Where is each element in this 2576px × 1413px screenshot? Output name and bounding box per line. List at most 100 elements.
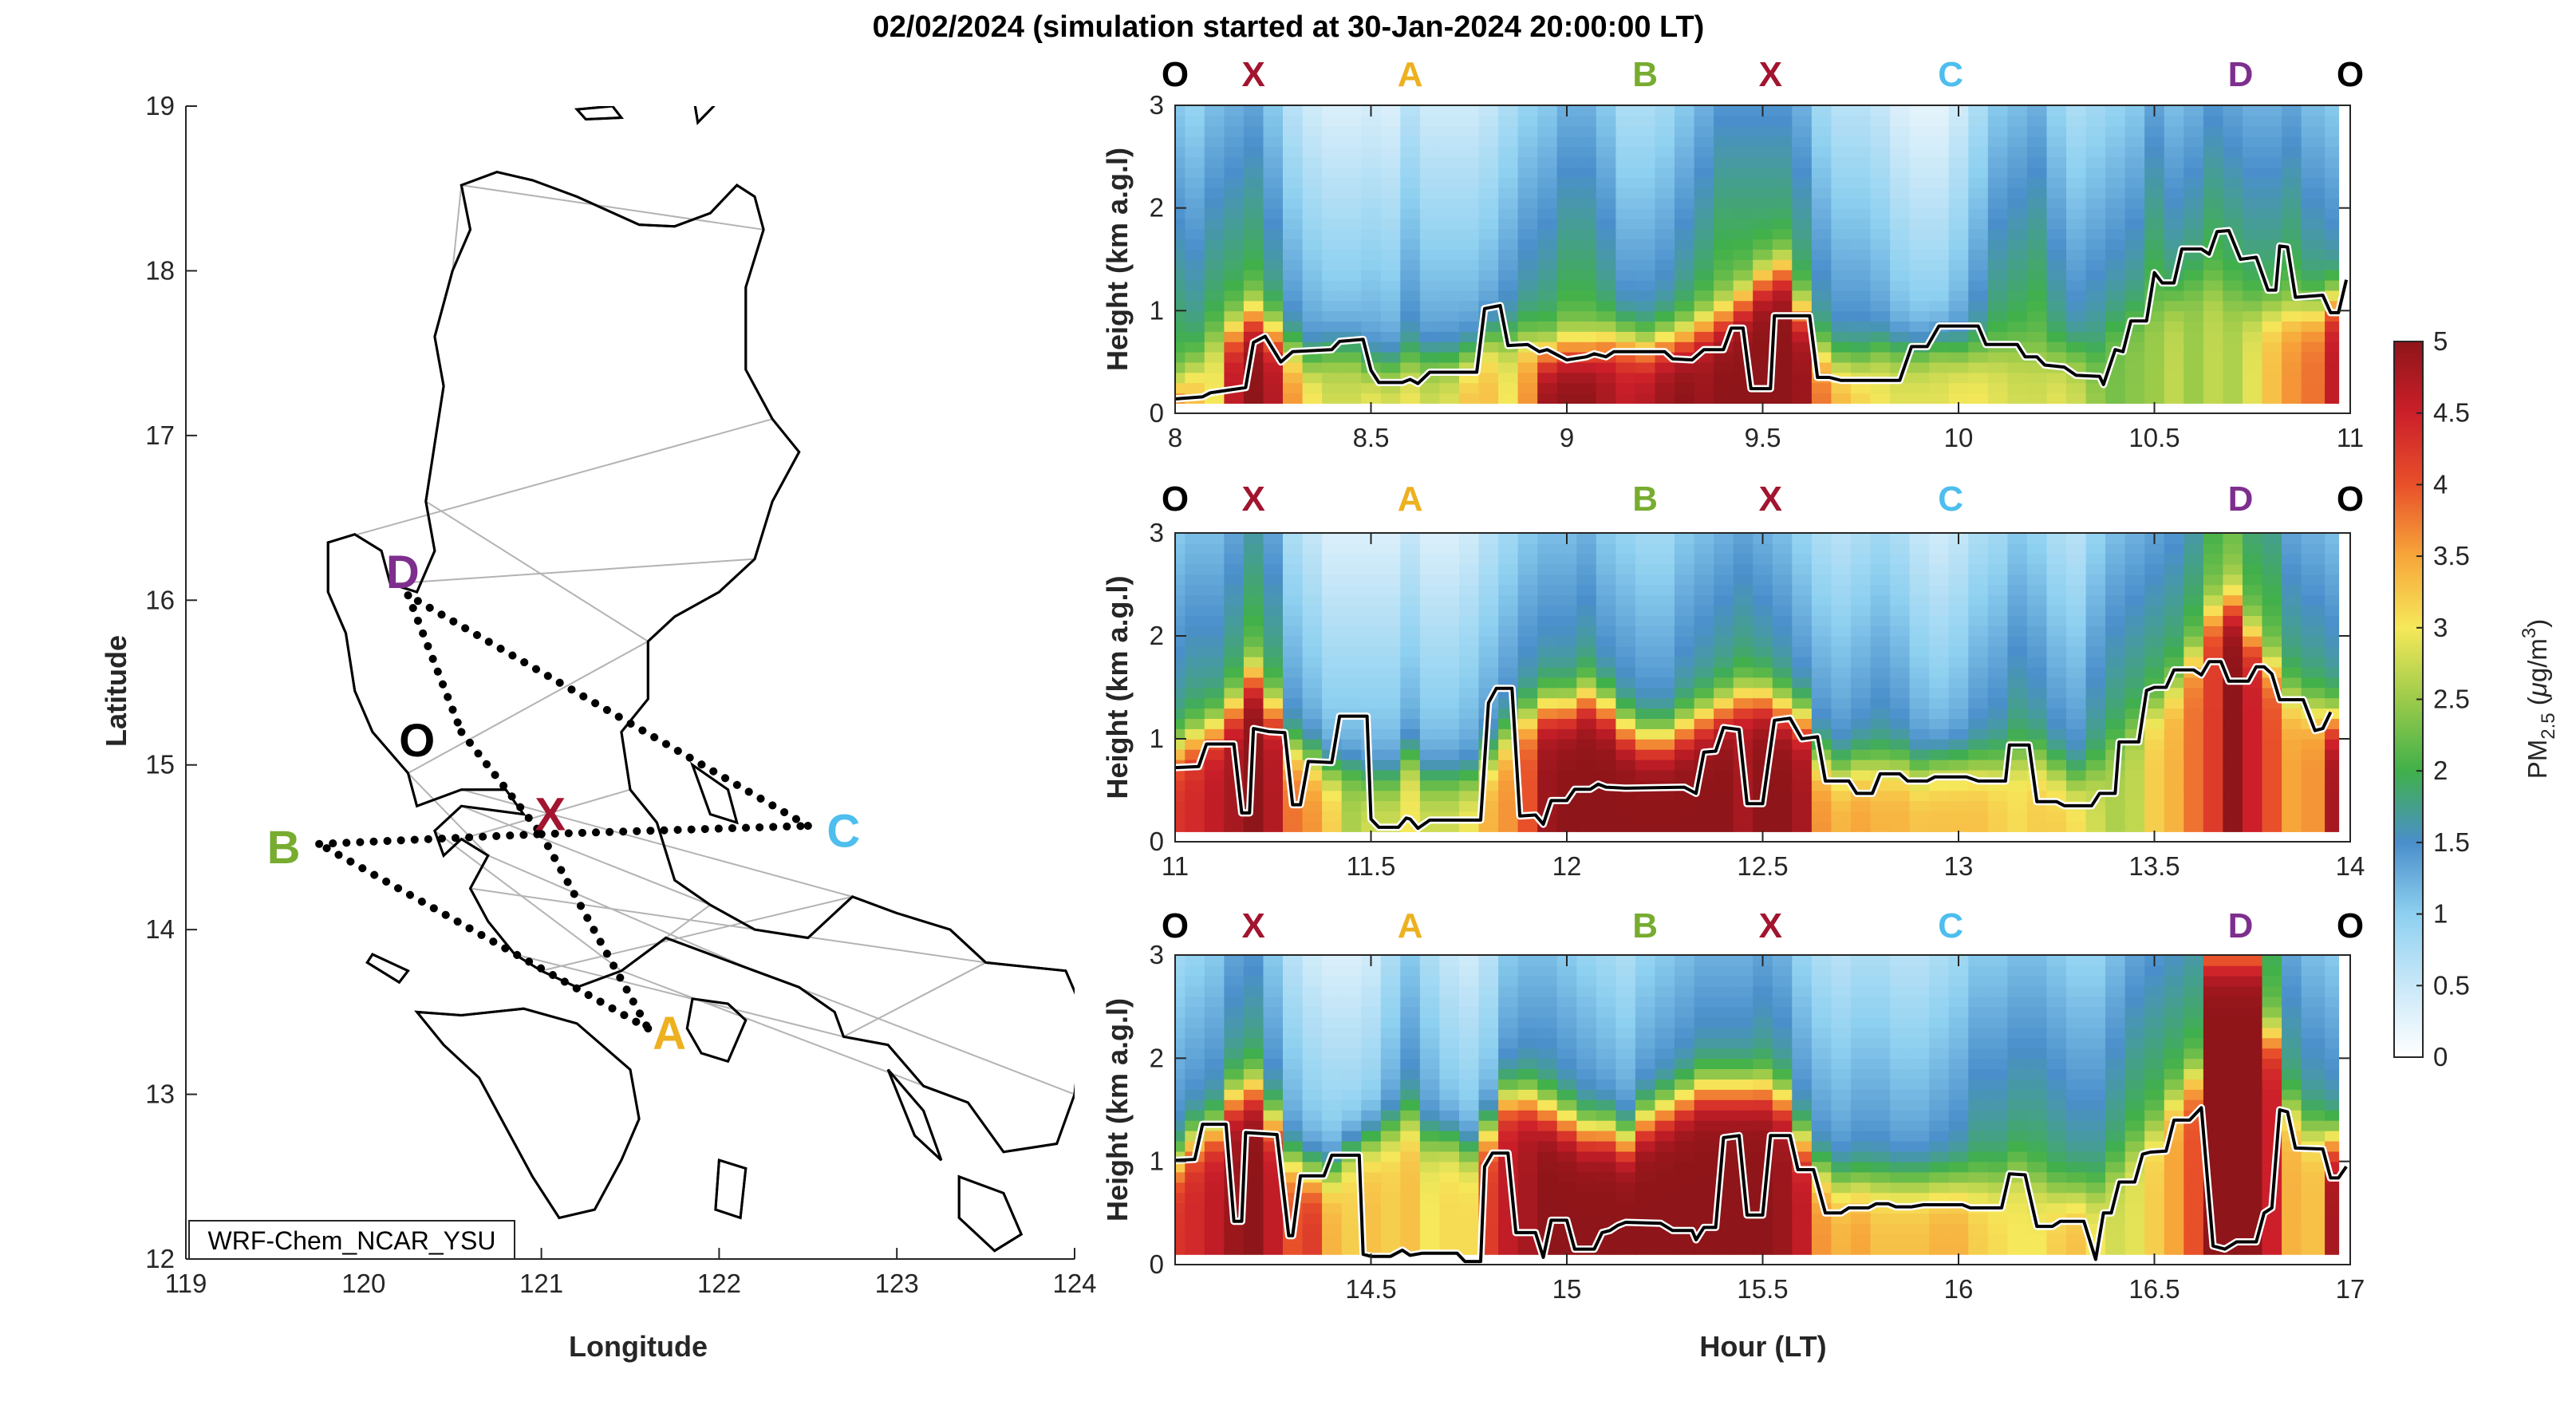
curtain-cell [1870, 759, 1891, 771]
curtain-cell [1380, 975, 1402, 987]
curtain-cell [1204, 1151, 1225, 1162]
curtain-cell [1635, 156, 1656, 168]
curtain-cell [2282, 748, 2302, 760]
curtain-cell [1694, 310, 1714, 322]
curtain-cell [1987, 300, 2009, 312]
curtain-cell [1929, 1171, 1950, 1183]
curtain-cell [1694, 125, 1714, 137]
curtain-cell [1517, 636, 1538, 647]
admin-boundary-line [842, 961, 987, 1038]
curtain-cell [1675, 187, 1695, 199]
curtain-cell [1380, 1202, 1402, 1214]
curtain-cell [2144, 341, 2165, 353]
curtain-cell [2007, 594, 2028, 606]
curtain-cell [1517, 563, 1538, 575]
curtain-cell [2325, 125, 2340, 137]
curtain-cell [1655, 533, 1675, 544]
curtain-cell [1694, 177, 1714, 188]
curtain-cell [1283, 115, 1304, 127]
curtain-cell [1302, 656, 1323, 668]
curtain-cell [1439, 105, 1460, 116]
curtain-cell [1263, 626, 1284, 637]
curtain-cell [1831, 626, 1852, 637]
curtain-cell [1361, 290, 1382, 302]
curtain-cell [1870, 1182, 1891, 1194]
curtain-cell [1439, 177, 1460, 188]
curtain-cell [1655, 1110, 1675, 1121]
curtain-cell [1537, 780, 1558, 791]
curtain-cell [2325, 341, 2340, 353]
curtain-cell [1439, 1016, 1460, 1028]
curtain-cell [1341, 167, 1362, 178]
curtain-cell [1615, 218, 1636, 230]
curtain-cell [2203, 269, 2224, 281]
curtain-cell [1811, 1079, 1832, 1090]
curtain-cell [2007, 605, 2028, 616]
curtain-cell [2183, 290, 2204, 302]
curtain-cell [1478, 239, 1499, 250]
curtain-cell [2243, 115, 2263, 127]
curtain-cell [1400, 1130, 1421, 1142]
curtain-cell [1439, 218, 1460, 230]
curtain-cell [1694, 300, 1714, 312]
curtain-cell [1733, 310, 1753, 322]
curtain-cell [2164, 645, 2185, 657]
curtain-cell [1322, 769, 1343, 781]
curtain-cell [2203, 187, 2224, 199]
curtain-cell [1537, 1151, 1558, 1162]
curtain-cell [2144, 321, 2165, 332]
curtain-cell [2124, 553, 2145, 565]
curtain-cell [2183, 351, 2204, 363]
curtain-cell [2243, 207, 2263, 219]
curtain-cell [1909, 1182, 1930, 1194]
curtain-cell [1175, 965, 1186, 977]
curtain-cell [1968, 1192, 1989, 1204]
curtain-cell [2085, 249, 2106, 260]
curtain-cell [1714, 105, 1734, 116]
curtain-cell [1772, 207, 1793, 219]
curtain-cell [1909, 177, 1930, 188]
curtain-cell [1714, 1037, 1734, 1049]
curtain-cell [1419, 310, 1441, 322]
curtain-cell [1576, 533, 1597, 544]
curtain-cell [1968, 965, 1989, 977]
curtain-cell [1831, 1058, 1852, 1069]
curtain-cell [1753, 1079, 1773, 1090]
curtain-cell [2325, 790, 2340, 802]
curtain-cell [1694, 1119, 1714, 1131]
curtain-cell [2007, 382, 2028, 394]
xtick-label: 13.5 [2128, 851, 2180, 881]
curtain-cell [2243, 239, 2263, 250]
curtain-cell [1890, 739, 1911, 750]
curtain-cell [2164, 310, 2185, 322]
curtain-cell [1498, 382, 1519, 394]
curtain-cell [1439, 605, 1460, 616]
curtain-cell [1753, 1089, 1773, 1100]
curtain-cell [1517, 697, 1538, 709]
curtain-cell [2183, 177, 2204, 188]
curtain-cell [1733, 1233, 1753, 1245]
curtain-cell [2046, 1079, 2067, 1090]
curtain-cell [2164, 553, 2185, 565]
curtain-cell [2105, 321, 2126, 332]
curtain-cell [1419, 666, 1441, 678]
curtain-cell [1537, 759, 1558, 771]
curtain-cell [1733, 197, 1753, 209]
admin-boundary-line [452, 184, 463, 271]
curtain-cell [1459, 574, 1480, 586]
curtain-cell [2066, 615, 2087, 626]
curtain-cell [2203, 167, 2224, 178]
curtain-cell [1400, 105, 1421, 116]
curtain-cell [2007, 975, 2028, 987]
curtain-cell [1615, 1244, 1636, 1255]
track-leg-A-B [315, 839, 653, 1032]
curtain-cell [1400, 1016, 1421, 1028]
curtain-cell [1675, 800, 1695, 812]
curtain-cell [1517, 1119, 1538, 1131]
curtain-cell [1675, 965, 1695, 977]
curtain-cell [1459, 780, 1480, 791]
curtain-cell [1263, 584, 1284, 596]
curtain-cell [2085, 125, 2106, 137]
curtain-cell [1987, 321, 2009, 332]
curtain-cell [1175, 156, 1186, 168]
